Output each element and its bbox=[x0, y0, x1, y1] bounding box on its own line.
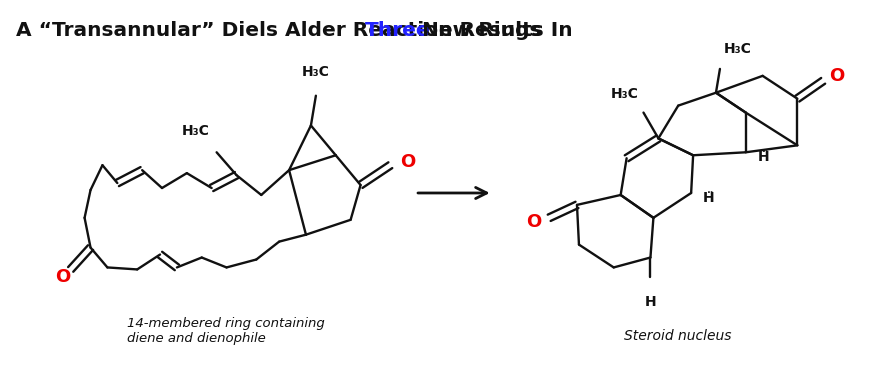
Text: O: O bbox=[526, 213, 541, 231]
Text: O: O bbox=[829, 67, 844, 85]
Text: O: O bbox=[55, 269, 71, 286]
Text: 14-membered ring containing
diene and dienophile: 14-membered ring containing diene and di… bbox=[128, 317, 325, 345]
Text: H₃C: H₃C bbox=[611, 87, 639, 101]
Text: H₃C: H₃C bbox=[724, 42, 752, 56]
Text: Three: Three bbox=[364, 21, 430, 40]
Text: H₃C: H₃C bbox=[302, 65, 329, 79]
Text: New Rings: New Rings bbox=[415, 21, 542, 40]
Text: Ḧ: Ḧ bbox=[703, 191, 715, 205]
Text: H₃C: H₃C bbox=[182, 125, 210, 138]
Text: Ḧ: Ḧ bbox=[758, 150, 769, 164]
Text: Steroid nucleus: Steroid nucleus bbox=[625, 329, 732, 343]
Text: H: H bbox=[645, 295, 656, 309]
Text: O: O bbox=[400, 153, 415, 171]
Text: A “Transannular” Diels Alder Reaction Results In: A “Transannular” Diels Alder Reaction Re… bbox=[16, 21, 579, 40]
